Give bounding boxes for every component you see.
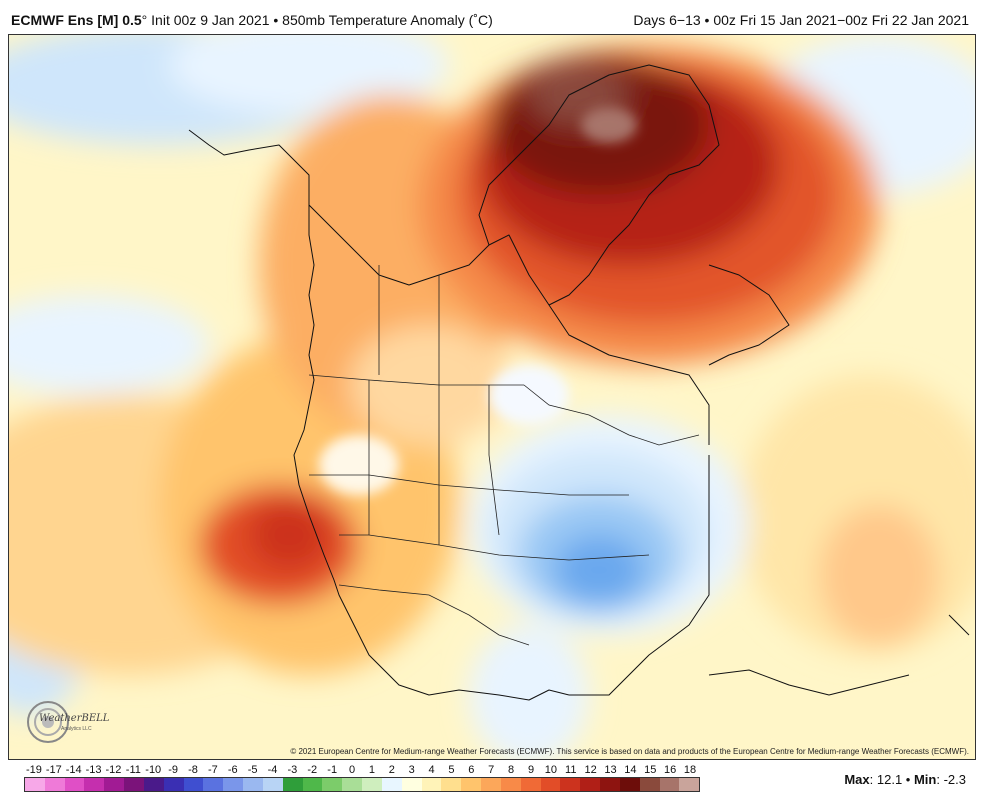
anomaly-map: WeatherBELL Analytics LLC © 2021 Europea… bbox=[8, 34, 976, 760]
degree-symbol: ° bbox=[141, 12, 148, 28]
colorbar-tick-label: 16 bbox=[664, 764, 677, 776]
colorbar-cell bbox=[44, 778, 65, 791]
valid-period: Days 6−13 • 00z Fri 15 Jan 2021−00z Fri … bbox=[633, 12, 969, 28]
coastlines bbox=[188, 64, 970, 701]
colorbar-cell bbox=[223, 778, 244, 791]
header: ECMWF Ens [M] 0.5° Init 00z 9 Jan 2021 •… bbox=[0, 0, 984, 34]
colorbar-tick-label: 6 bbox=[468, 764, 475, 776]
colorbar-tick-label: -6 bbox=[227, 764, 238, 776]
colorbar-cell bbox=[203, 778, 224, 791]
logo-subtext: Analytics LLC bbox=[61, 726, 92, 732]
colorbar-tick-label: 15 bbox=[644, 764, 657, 776]
colorbar-cell bbox=[679, 778, 700, 791]
colorbar-cell bbox=[282, 778, 303, 791]
colorbar-tick-label: 3 bbox=[408, 764, 415, 776]
colorbar-tick-label: 12 bbox=[584, 764, 597, 776]
min-value: -2.3 bbox=[943, 772, 966, 787]
colorbar-tick-label: 2 bbox=[388, 764, 395, 776]
anomaly-detail bbox=[319, 107, 637, 495]
colorbar bbox=[24, 777, 700, 792]
colorbar-tick-label: 7 bbox=[488, 764, 495, 776]
colorbar-tick-label: -2 bbox=[307, 764, 318, 776]
colorbar-tick-label: 9 bbox=[527, 764, 535, 776]
colorbar-cell bbox=[322, 778, 343, 791]
colorbar-cell bbox=[401, 778, 422, 791]
colorbar-cell bbox=[262, 778, 283, 791]
political-borders bbox=[308, 265, 700, 646]
colorbar-tick-label: -1 bbox=[327, 764, 338, 776]
colorbar-cell bbox=[520, 778, 541, 791]
colorbar-tick-label: -11 bbox=[125, 764, 141, 776]
colorbar-cell bbox=[421, 778, 442, 791]
colorbar-cell bbox=[639, 778, 660, 791]
field-name: 850mb Temperature Anomaly (˚C) bbox=[282, 12, 493, 28]
colorbar-cell bbox=[104, 778, 125, 791]
copyright-notice: © 2021 European Centre for Medium-range … bbox=[290, 747, 969, 756]
max-value: 12.1 bbox=[876, 772, 903, 787]
colorbar-cell bbox=[560, 778, 581, 791]
weatherbell-logo: WeatherBELL Analytics LLC bbox=[23, 697, 109, 747]
colorbar-ticks: -19 -17 -14 -13 -12 -11 -10 -9 -8 -7 -6 -5 -4 -3 -2 -1 0… bbox=[16, 764, 716, 776]
min-label: Min bbox=[913, 772, 937, 787]
map-canvas bbox=[9, 35, 975, 759]
colorbar-cell bbox=[243, 778, 263, 791]
colorbar-tick-label: -3 bbox=[287, 764, 298, 776]
colorbar-cell bbox=[500, 778, 521, 791]
colorbar-tick-label: 8 bbox=[508, 764, 515, 776]
anomaly-shading bbox=[9, 35, 975, 759]
colorbar-cell bbox=[600, 778, 620, 791]
colorbar-cell bbox=[659, 778, 680, 791]
colorbar-cell bbox=[64, 778, 85, 791]
colorbar-tick-label: 10 bbox=[544, 764, 557, 776]
colorbar-tick-label: 1 bbox=[368, 764, 375, 776]
colorbar-cell bbox=[84, 778, 105, 791]
colorbar-cell bbox=[124, 778, 144, 791]
colorbar-tick-label: -17 bbox=[45, 764, 62, 776]
colorbar-cell bbox=[342, 778, 363, 791]
map-title: ECMWF Ens [M] 0.5° Init 00z 9 Jan 2021 •… bbox=[11, 12, 493, 28]
init-time: Init 00z 9 Jan 2021 bbox=[151, 12, 270, 28]
logo-text: WeatherBELL bbox=[39, 713, 110, 724]
colorbar-cell bbox=[183, 778, 204, 791]
colorbar-tick-label: -12 bbox=[105, 764, 122, 776]
colorbar-cell bbox=[580, 778, 601, 791]
colorbar-tick-label: -13 bbox=[85, 764, 102, 776]
colorbar-tick-label: 0 bbox=[348, 764, 356, 776]
colorbar-cell bbox=[362, 778, 382, 791]
colorbar-tick-label: -7 bbox=[207, 764, 218, 776]
colorbar-cell bbox=[381, 778, 402, 791]
colorbar-tick-label: -19 bbox=[25, 764, 42, 776]
colorbar-cell bbox=[302, 778, 323, 791]
colorbar-cell bbox=[461, 778, 482, 791]
colorbar-tick-label: -9 bbox=[168, 764, 178, 776]
colorbar-tick-label: 13 bbox=[604, 764, 617, 776]
logo-swirl-icon bbox=[27, 701, 69, 743]
colorbar-cell bbox=[619, 778, 640, 791]
colorbar-tick-label: -10 bbox=[145, 764, 162, 776]
colorbar-cell bbox=[481, 778, 501, 791]
colorbar-tick-label: -5 bbox=[247, 764, 258, 776]
max-label: Max bbox=[844, 772, 870, 787]
colorbar-tick-label: 14 bbox=[624, 764, 637, 776]
colorbar-cell bbox=[25, 778, 45, 791]
colorbar-tick-label: 18 bbox=[683, 764, 697, 776]
model-name: ECMWF Ens [M] 0.5 bbox=[11, 12, 142, 28]
colorbar-tick-label: -14 bbox=[65, 764, 82, 776]
colorbar-cell bbox=[163, 778, 184, 791]
colorbar-tick-label: 5 bbox=[448, 764, 455, 776]
colorbar-cell bbox=[540, 778, 561, 791]
colorbar-tick-label: -4 bbox=[267, 764, 278, 776]
colorbar-tick-label: 4 bbox=[428, 764, 435, 776]
max-min-stats: Max: 12.1 • Min: -2.3 bbox=[844, 772, 966, 787]
colorbar-tick-label: 11 bbox=[565, 764, 577, 776]
colorbar-tick-label: -8 bbox=[188, 764, 198, 776]
colorbar-cell bbox=[143, 778, 164, 791]
colorbar-cell bbox=[441, 778, 462, 791]
title-bullet: • bbox=[273, 12, 279, 28]
